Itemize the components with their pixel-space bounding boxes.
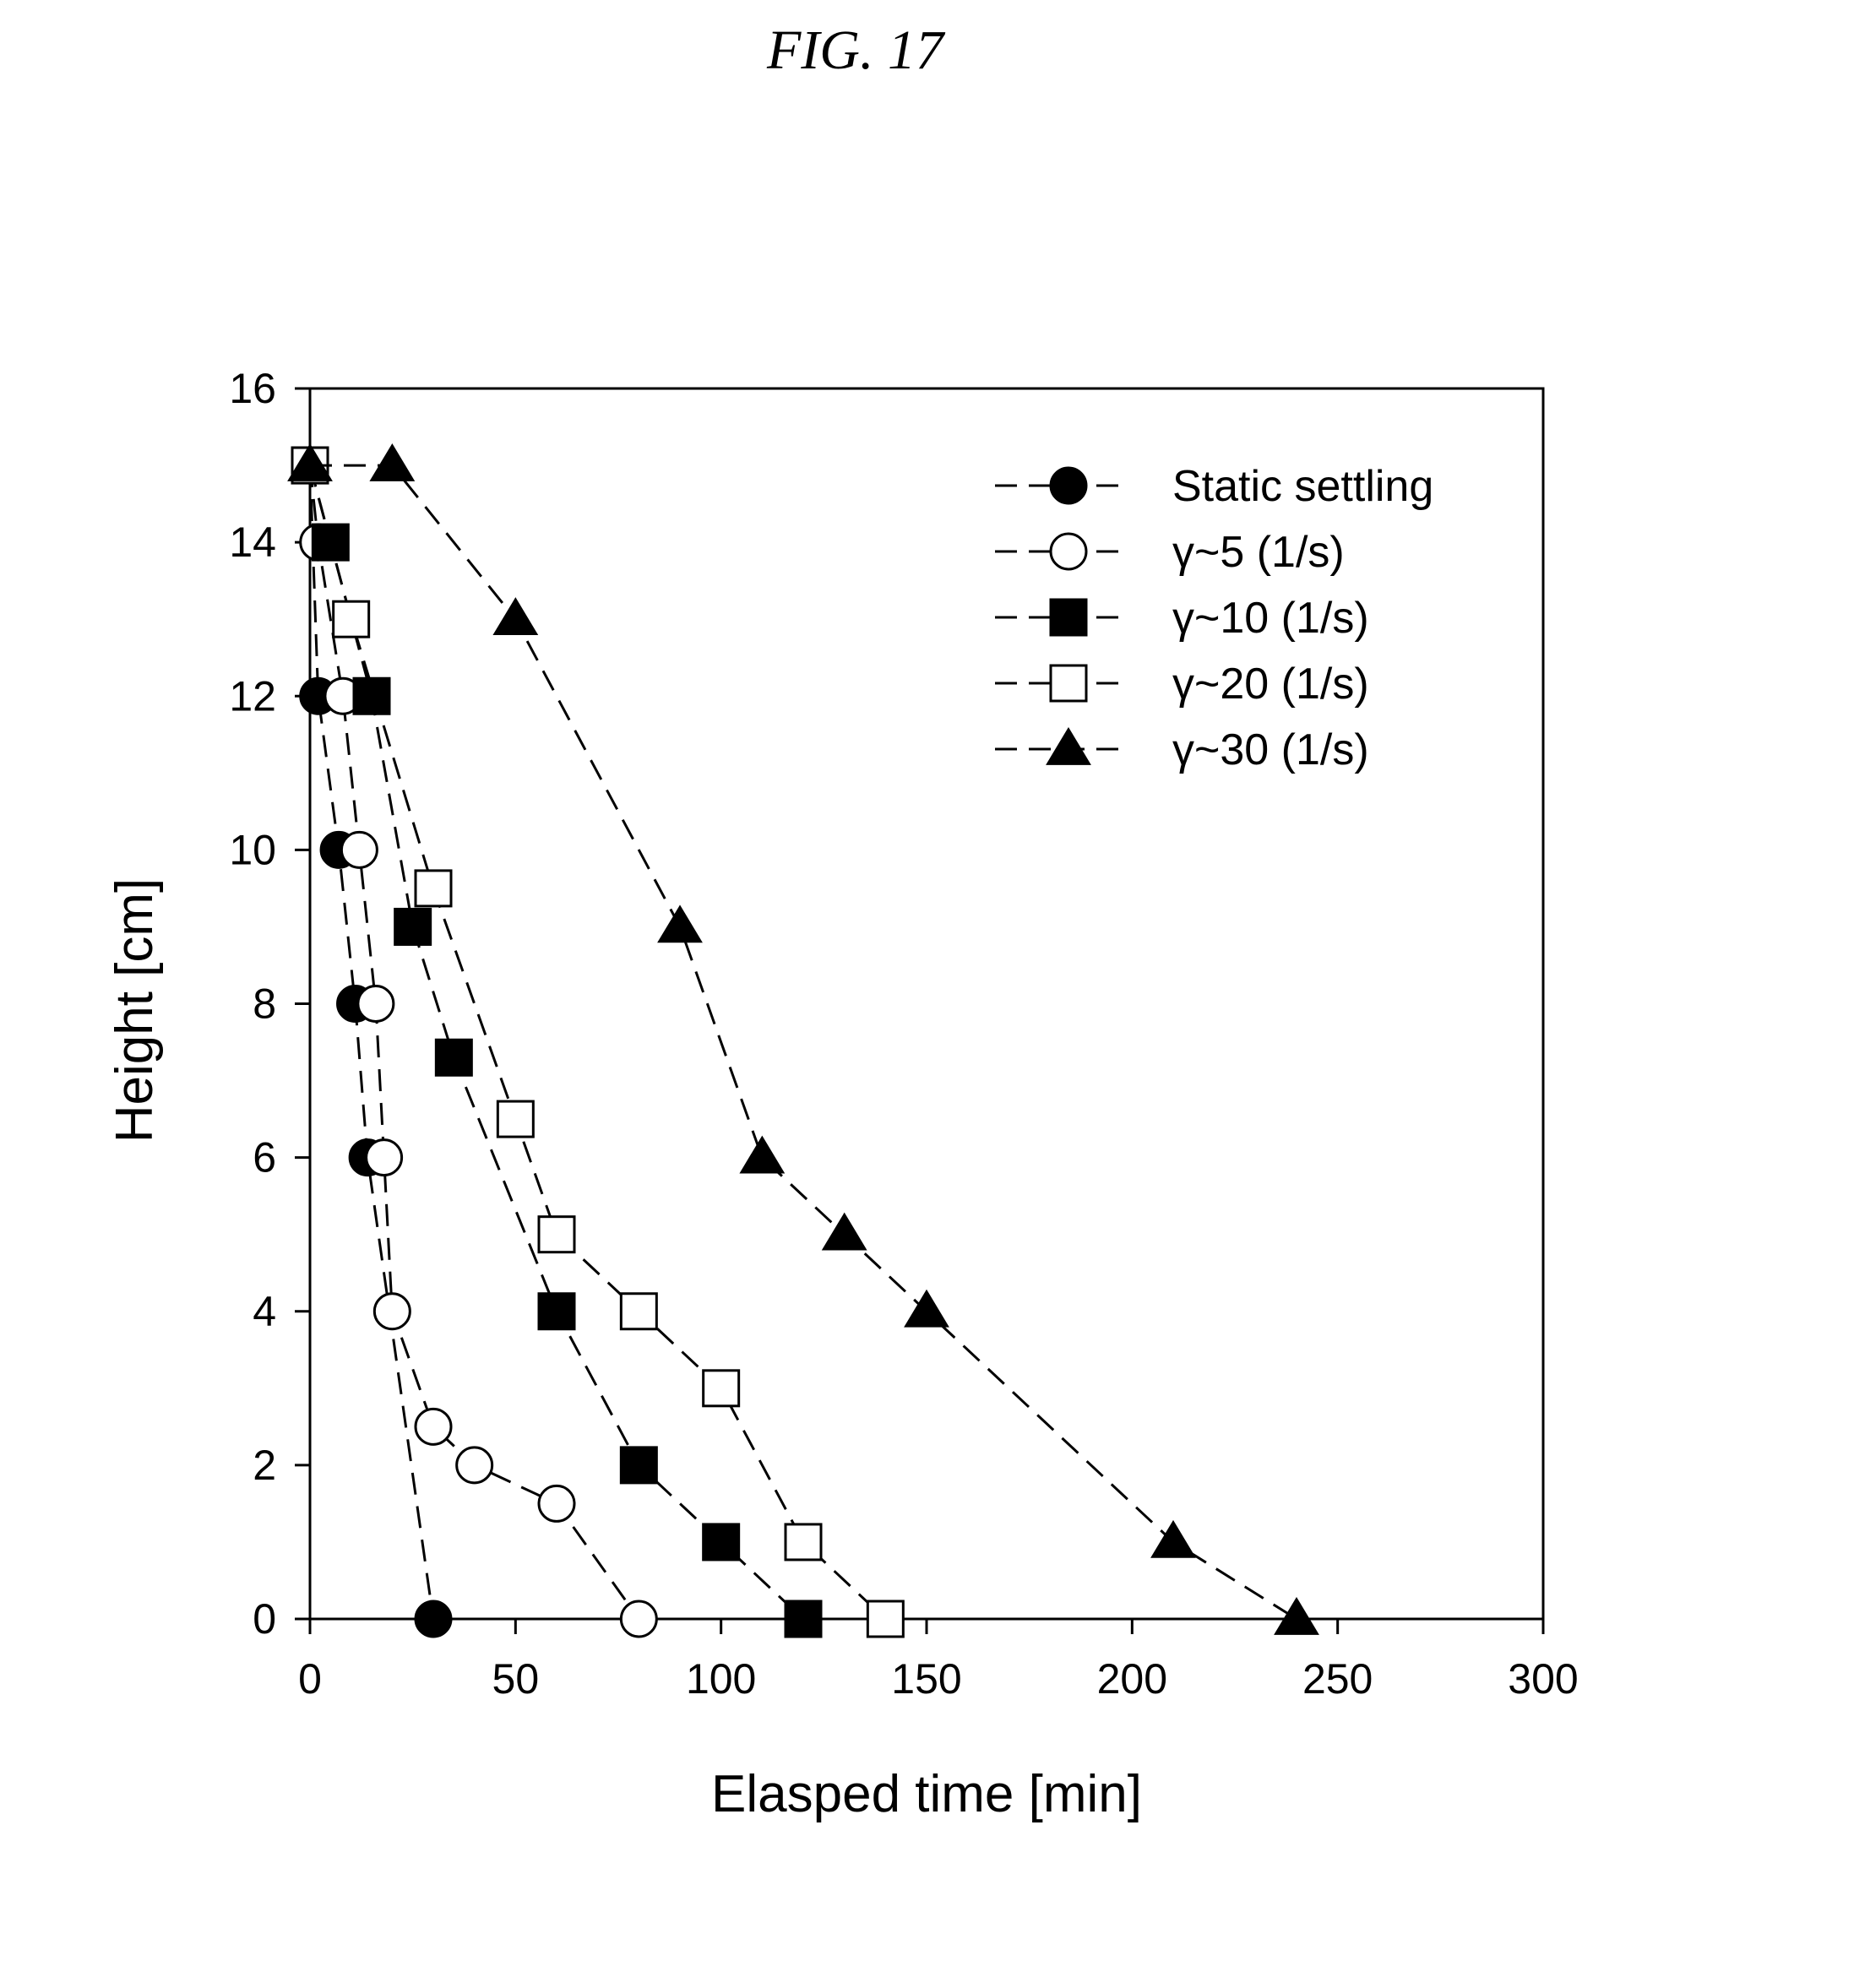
data-point: [1274, 1596, 1319, 1635]
series-line: [308, 464, 805, 1621]
x-tick-label: 0: [298, 1655, 322, 1703]
data-point: [414, 869, 453, 908]
x-tick-label: 250: [1302, 1655, 1373, 1703]
legend-label: γ~5 (1/s): [1172, 528, 1345, 577]
data-point: [904, 1289, 949, 1328]
data-point: [702, 1369, 741, 1408]
legend-item: γ~20 (1/s): [995, 660, 1369, 709]
data-point: [619, 1292, 658, 1331]
legend-item: Static settling: [995, 462, 1433, 511]
data-point: [455, 1446, 494, 1485]
legend-marker: [1049, 598, 1088, 637]
data-point: [866, 1600, 905, 1638]
series-5: [287, 443, 1319, 1635]
data-point: [619, 1600, 658, 1638]
data-point: [784, 1523, 823, 1562]
data-point: [356, 985, 395, 1023]
data-point: [619, 1446, 658, 1485]
data-point: [537, 1484, 576, 1523]
data-point: [414, 1407, 453, 1446]
x-tick-label: 300: [1508, 1655, 1578, 1703]
legend-item: γ~30 (1/s): [995, 725, 1369, 774]
series-4: [291, 446, 905, 1638]
data-point: [492, 597, 539, 636]
y-tick-label: 2: [253, 1442, 276, 1489]
legend-label: γ~20 (1/s): [1172, 660, 1369, 709]
data-point: [340, 830, 378, 869]
data-point: [394, 907, 432, 946]
data-point: [537, 1215, 576, 1254]
data-point: [821, 1212, 867, 1251]
data-point: [287, 443, 333, 481]
y-tick-label: 10: [229, 826, 276, 873]
legend-label: γ~10 (1/s): [1172, 594, 1369, 643]
x-tick-label: 50: [492, 1655, 540, 1703]
legend: Static settling γ~5 (1/s) γ~10 (1/s) γ~20 (…: [995, 462, 1433, 774]
data-point: [365, 1138, 404, 1177]
data-point: [537, 1292, 576, 1331]
x-axis-title: Elasped time [min]: [711, 1765, 1142, 1823]
legend-marker: [1049, 532, 1088, 571]
legend-marker: [1049, 664, 1088, 703]
y-tick-label: 14: [229, 519, 276, 566]
legend-marker: [1049, 466, 1088, 505]
series-line: [310, 464, 1297, 1621]
data-point: [657, 904, 703, 943]
y-tick-label: 12: [229, 672, 276, 720]
x-tick-label: 200: [1097, 1655, 1167, 1703]
x-tick-label: 100: [686, 1655, 756, 1703]
series-layer: [287, 443, 1319, 1638]
legend-marker: [1046, 726, 1091, 765]
data-point: [369, 443, 416, 481]
series-line: [308, 464, 887, 1621]
legend-label: Static settling: [1172, 462, 1433, 511]
axes: 0 50 100 150 200 250 300 0 2 4 6 8 10 12 14 16: [229, 365, 1578, 1703]
data-point: [434, 1038, 473, 1077]
series-line: [308, 465, 435, 1620]
data-point: [1150, 1519, 1196, 1558]
y-tick-label: 4: [253, 1288, 276, 1335]
data-point: [784, 1600, 823, 1638]
data-point: [702, 1523, 741, 1562]
y-axis-title: Height [cm]: [106, 878, 164, 1143]
y-tick-label: 8: [253, 980, 276, 1028]
legend-label: γ~30 (1/s): [1172, 725, 1369, 774]
data-point: [414, 1600, 453, 1638]
series-1: [291, 446, 453, 1638]
y-tick-label: 6: [253, 1134, 276, 1181]
y-tick-label: 16: [229, 365, 276, 412]
x-tick-label: 150: [891, 1655, 961, 1703]
figure-label: FIG. 17: [767, 19, 943, 81]
legend-item: γ~10 (1/s): [995, 594, 1369, 643]
data-point: [739, 1135, 786, 1174]
data-point: [496, 1100, 535, 1138]
legend-item: γ~5 (1/s): [995, 528, 1345, 577]
series-3: [291, 446, 823, 1638]
plot-frame: [308, 387, 1545, 1621]
data-point: [352, 676, 391, 715]
data-point: [332, 600, 371, 638]
data-point: [372, 1292, 411, 1331]
y-tick-label: 0: [253, 1595, 276, 1643]
